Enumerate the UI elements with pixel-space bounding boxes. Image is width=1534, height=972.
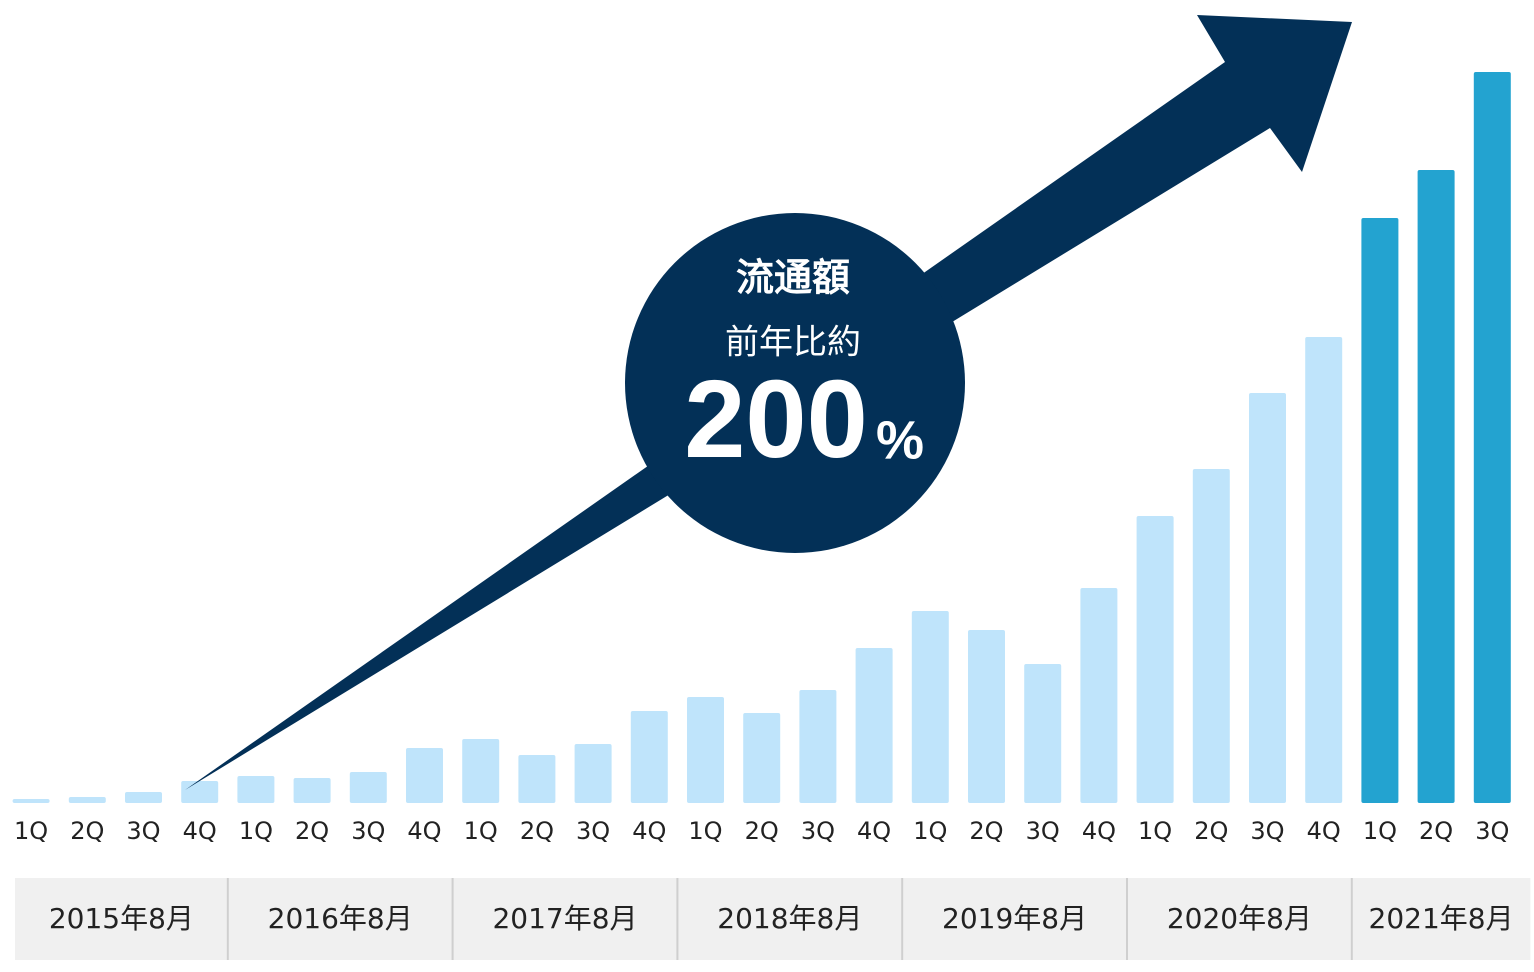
group-cell	[452, 878, 678, 960]
x-tick-label: 1Q	[688, 817, 722, 845]
group-label: 2017年8月	[492, 902, 637, 935]
x-tick-label: 4Q	[1307, 817, 1341, 845]
x-tick-label: 3Q	[801, 817, 835, 845]
x-tick-label: 3Q	[351, 817, 385, 845]
x-tick-label: 2Q	[1419, 817, 1453, 845]
bar	[1417, 170, 1455, 803]
bar	[349, 772, 387, 803]
bar	[911, 611, 949, 803]
x-tick-label: 3Q	[1475, 817, 1509, 845]
group-cell	[1127, 878, 1352, 960]
x-tick-label: 3Q	[576, 817, 610, 845]
annotation-value: 200	[684, 358, 868, 481]
group-cell	[902, 878, 1127, 960]
x-tick-label: 1Q	[239, 817, 273, 845]
bar	[1305, 337, 1343, 803]
bar	[1249, 393, 1286, 803]
bar	[630, 711, 668, 803]
group-cell	[15, 878, 228, 960]
bar	[855, 648, 893, 803]
group-label: 2019年8月	[942, 902, 1087, 935]
x-tick-label: 1Q	[464, 817, 498, 845]
bar	[1192, 469, 1230, 803]
bar	[237, 776, 275, 803]
bar	[799, 690, 837, 803]
group-label: 2015年8月	[49, 902, 194, 935]
x-tick-label: 4Q	[632, 817, 666, 845]
x-tick-label: 3Q	[1026, 817, 1060, 845]
bar	[462, 739, 500, 803]
bar	[125, 792, 162, 803]
x-tick-label: 2Q	[969, 817, 1003, 845]
group-label: 2018年8月	[717, 902, 862, 935]
bar	[1080, 588, 1118, 803]
x-tick-label: 4Q	[1082, 817, 1116, 845]
bar	[518, 755, 556, 803]
x-tick-label: 3Q	[126, 817, 160, 845]
bar	[743, 713, 781, 803]
bar	[1473, 72, 1511, 803]
group-label: 2021年8月	[1369, 902, 1514, 935]
group-cell	[1351, 878, 1531, 960]
x-tick-label: 2Q	[1194, 817, 1228, 845]
x-tick-label: 4Q	[183, 817, 217, 845]
bar	[1024, 664, 1062, 803]
annotation-subtitle: 前年比約	[725, 323, 861, 363]
bar	[293, 778, 331, 803]
x-tick-label: 2Q	[520, 817, 554, 845]
x-tick-label: 1Q	[14, 817, 48, 845]
bar	[12, 799, 50, 803]
annotation-title: 流通額	[736, 256, 850, 300]
annotation-unit: %	[876, 410, 924, 470]
bar	[181, 781, 219, 803]
x-tick-label: 1Q	[913, 817, 947, 845]
x-tick-label: 1Q	[1138, 817, 1172, 845]
group-label: 2020年8月	[1167, 902, 1312, 935]
bar	[968, 630, 1005, 803]
bar	[406, 748, 443, 803]
group-label: 2016年8月	[268, 902, 413, 935]
x-tick-label: 4Q	[407, 817, 441, 845]
bar	[68, 797, 106, 803]
bar	[1136, 516, 1174, 803]
group-cell	[227, 878, 453, 960]
x-tick-label: 2Q	[70, 817, 104, 845]
group-cell	[677, 878, 903, 960]
bar	[1361, 218, 1399, 803]
highlight-circle	[625, 213, 965, 553]
bar	[574, 744, 612, 803]
x-tick-label: 1Q	[1363, 817, 1397, 845]
x-tick-label: 3Q	[1250, 817, 1284, 845]
x-tick-label: 4Q	[857, 817, 891, 845]
bar	[687, 697, 724, 803]
x-tick-label: 2Q	[745, 817, 779, 845]
x-tick-label: 2Q	[295, 817, 329, 845]
